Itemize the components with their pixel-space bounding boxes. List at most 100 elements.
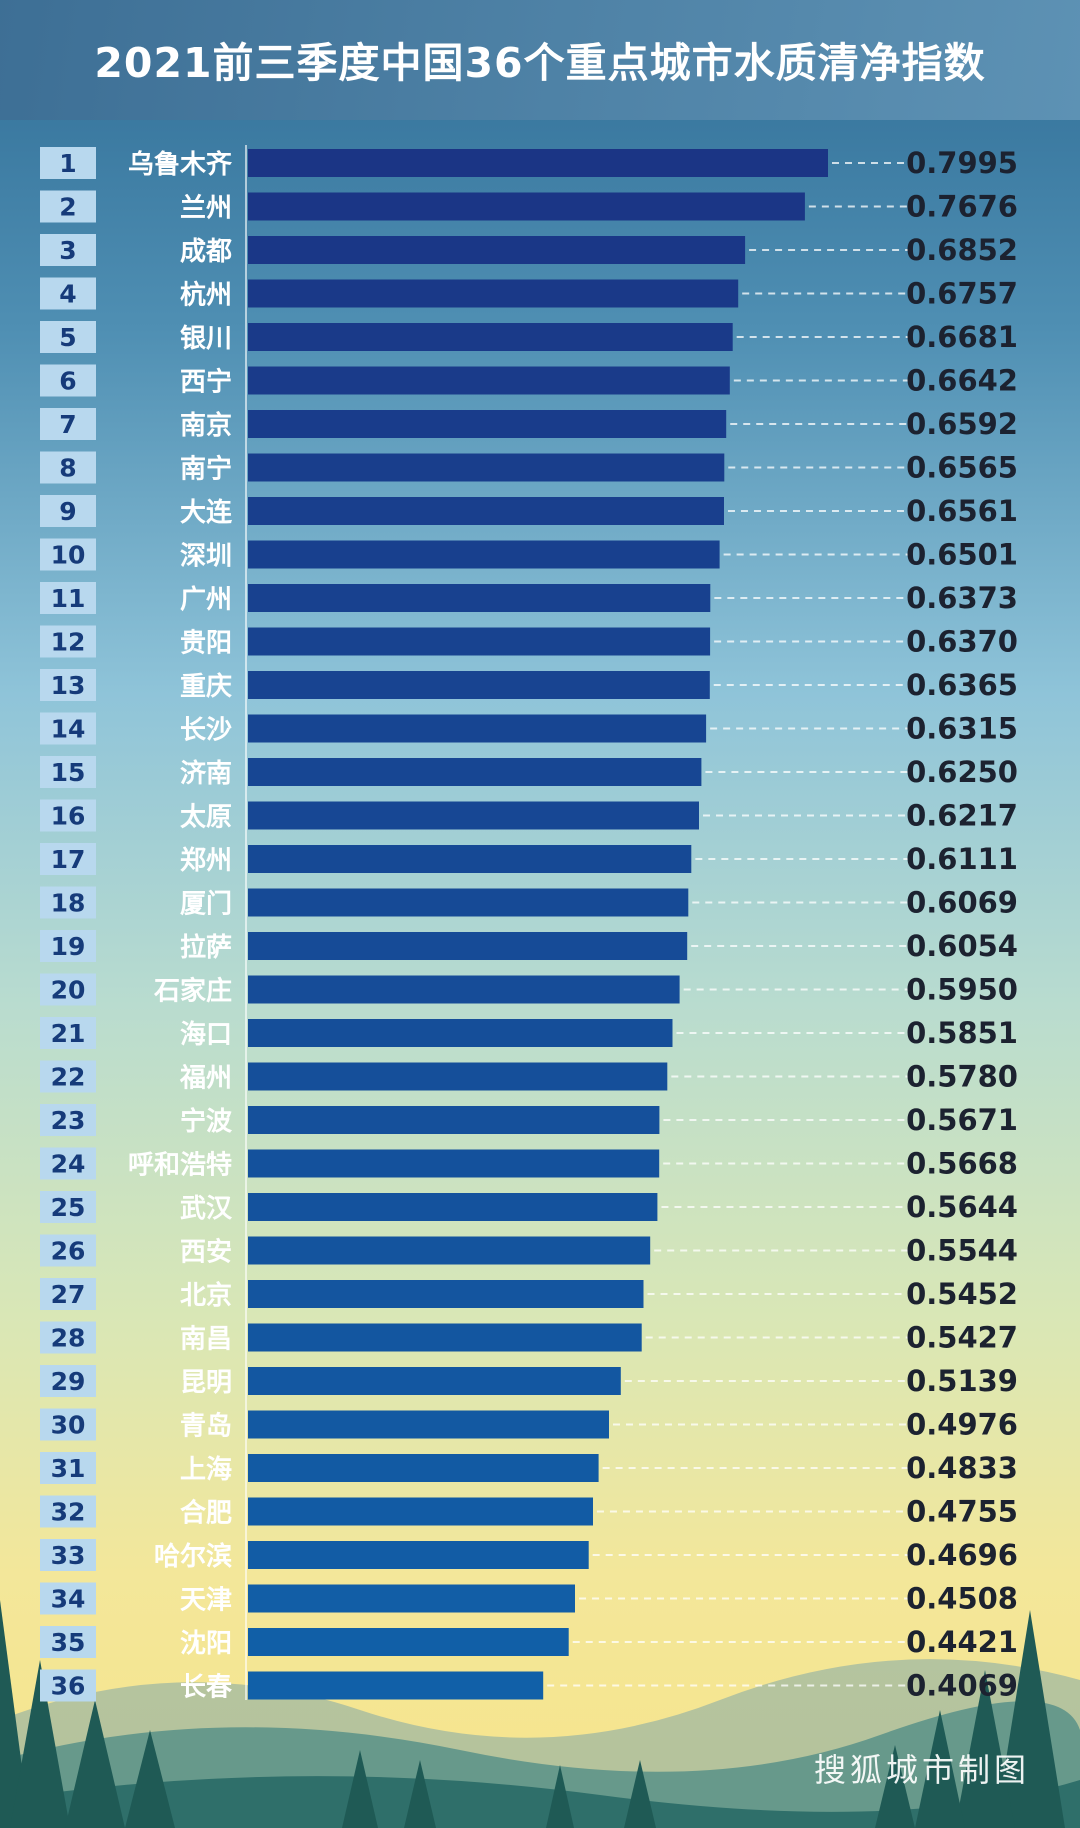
city-label: 石家庄: [153, 976, 232, 1007]
city-label: 海口: [180, 1020, 232, 1050]
rank-label: 14: [51, 715, 86, 744]
city-label: 成都: [180, 237, 232, 267]
city-label: 乌鲁木齐: [128, 149, 233, 180]
value-label: 0.5671: [906, 1103, 1018, 1137]
forest-scenery: [0, 1600, 1080, 1828]
rank-label: 10: [51, 541, 86, 570]
rank-label: 25: [51, 1193, 86, 1222]
rank-label: 2: [59, 193, 76, 222]
city-label: 广州: [180, 585, 232, 615]
value-label: 0.6501: [906, 538, 1018, 572]
rank-badge: [40, 190, 96, 223]
rank-label: 4: [59, 280, 76, 309]
bar: [248, 584, 711, 612]
city-label: 宁波: [180, 1106, 233, 1137]
rank-badge: [40, 147, 96, 179]
rank-badge: [40, 1408, 96, 1441]
rank-label: 19: [51, 932, 86, 961]
bar: [248, 714, 707, 743]
city-label: 呼和浩特: [128, 1150, 232, 1181]
bar: [248, 671, 710, 699]
bar: [248, 1671, 544, 1700]
rank-badge: [40, 1147, 96, 1180]
value-label: 0.6250: [906, 755, 1018, 789]
value-label: 0.6315: [906, 712, 1018, 746]
rank-badge: [40, 1452, 96, 1484]
rank-badge: [40, 364, 96, 397]
value-label: 0.4069: [906, 1669, 1018, 1703]
rank-label: 30: [51, 1411, 86, 1440]
value-label: 0.5950: [906, 973, 1018, 1007]
bar: [248, 279, 739, 308]
bar: [248, 1497, 593, 1526]
rank-badge: [40, 1017, 96, 1049]
rank-label: 11: [51, 584, 86, 613]
rank-label: 17: [51, 845, 86, 874]
rank-label: 31: [51, 1454, 86, 1483]
bar: [248, 888, 689, 917]
rank-label: 36: [51, 1672, 86, 1701]
value-label: 0.6365: [906, 668, 1018, 702]
rank-badge: [40, 1060, 96, 1093]
rank-label: 16: [51, 802, 86, 831]
rank-label: 35: [51, 1628, 86, 1657]
rank-badge: [40, 538, 96, 571]
bar: [248, 845, 692, 873]
bar: [248, 192, 805, 221]
bar: [248, 236, 746, 264]
value-label: 0.5452: [906, 1277, 1018, 1311]
city-label: 银川: [180, 324, 232, 354]
rank-label: 21: [51, 1019, 86, 1048]
bar: [248, 801, 699, 830]
rank-badge: [40, 886, 96, 919]
rank-label: 13: [51, 671, 86, 700]
rank-label: 28: [51, 1324, 86, 1353]
rank-badge: [40, 1234, 96, 1267]
rank-badge: [40, 1669, 96, 1702]
rank-badge: [40, 1321, 96, 1354]
bar: [248, 1628, 569, 1656]
bar: [248, 1454, 599, 1482]
value-label: 0.6681: [906, 320, 1018, 354]
bar: [248, 497, 724, 525]
city-label: 拉萨: [180, 932, 232, 963]
city-label: 北京: [180, 1280, 232, 1311]
bar: [248, 1106, 660, 1134]
value-label: 0.5427: [906, 1321, 1018, 1355]
rank-badge: [40, 1191, 96, 1223]
city-label: 南昌: [180, 1325, 232, 1355]
rank-badge: [40, 408, 96, 440]
bar: [248, 627, 711, 656]
rank-label: 7: [59, 410, 76, 439]
value-label: 0.7676: [906, 190, 1018, 224]
bar: [248, 1410, 609, 1439]
rank-badge: [40, 495, 96, 527]
city-label: 贵阳: [180, 629, 232, 659]
rank-badge: [40, 930, 96, 962]
rank-badge: [40, 1278, 96, 1310]
value-label: 0.6565: [906, 451, 1018, 485]
value-label: 0.6069: [906, 886, 1018, 920]
value-label: 0.5139: [906, 1364, 1018, 1398]
city-label: 昆明: [180, 1368, 232, 1398]
city-label: 福州: [179, 1064, 232, 1094]
rank-badge: [40, 1495, 96, 1528]
city-label: 郑州: [180, 846, 232, 876]
city-label: 杭州: [180, 280, 232, 311]
rank-label: 5: [59, 323, 76, 352]
value-label: 0.6370: [906, 625, 1018, 659]
rank-badge: [40, 799, 96, 832]
value-label: 0.6642: [906, 364, 1018, 398]
value-label: 0.6592: [906, 407, 1018, 441]
bar: [248, 1367, 621, 1395]
bar: [248, 540, 720, 569]
city-label: 深圳: [180, 542, 232, 572]
value-label: 0.4696: [906, 1538, 1018, 1572]
rank-badge: [40, 277, 96, 310]
rank-label: 22: [51, 1063, 86, 1092]
value-label: 0.4508: [906, 1582, 1018, 1616]
city-label: 重庆: [180, 671, 232, 702]
rank-label: 34: [51, 1585, 86, 1614]
rank-badge: [40, 712, 96, 745]
title-bar: [0, 0, 1080, 120]
